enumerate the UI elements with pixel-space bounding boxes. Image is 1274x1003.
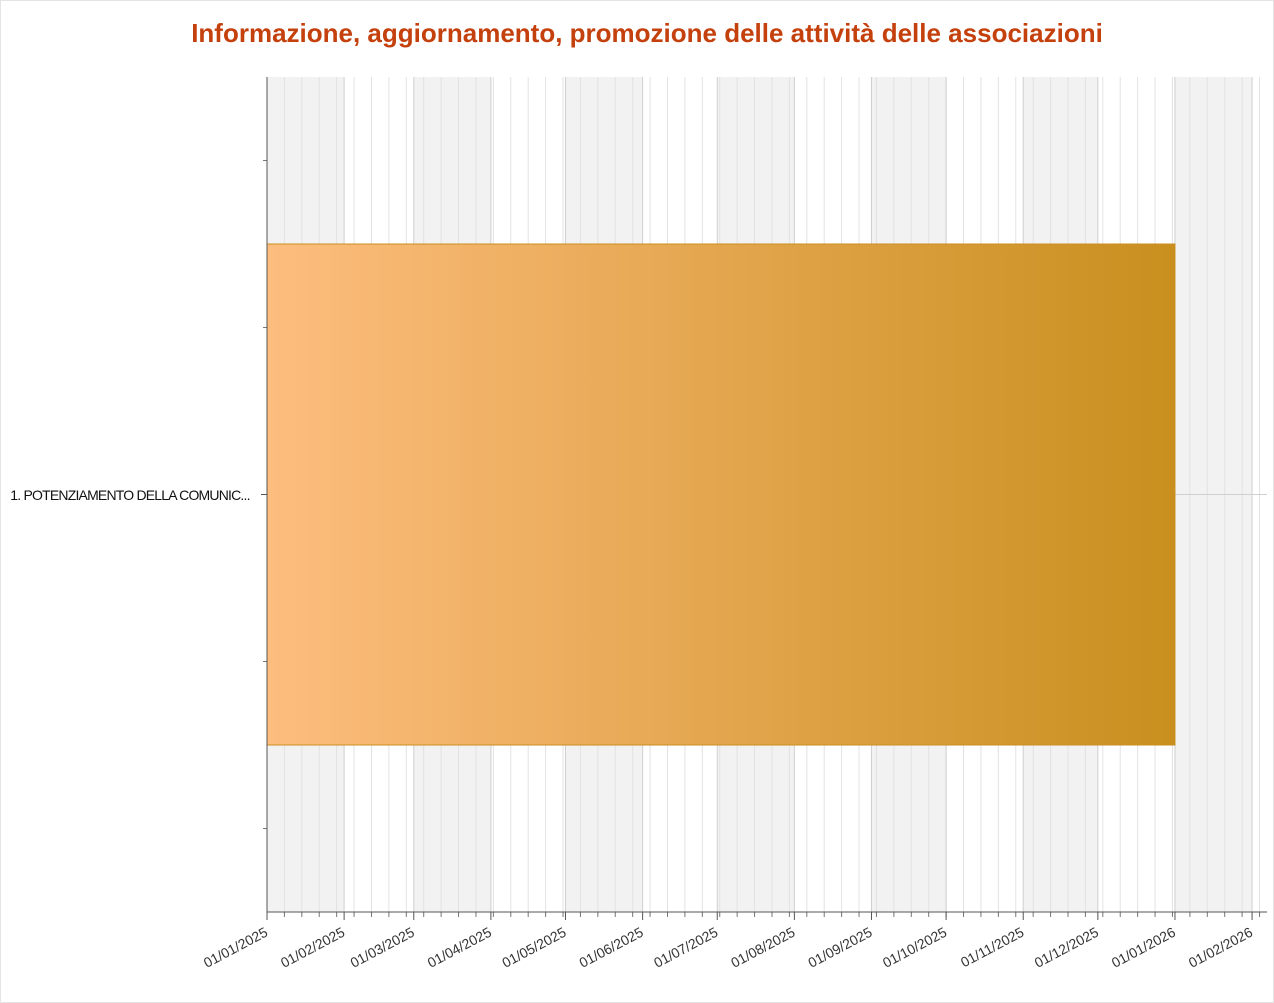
chart-title: Informazione, aggiornamento, promozione …	[191, 18, 1103, 48]
category-label: 1. POTENZIAMENTO DELLA COMUNIC...	[10, 486, 250, 503]
gantt-bar	[266, 243, 1176, 746]
